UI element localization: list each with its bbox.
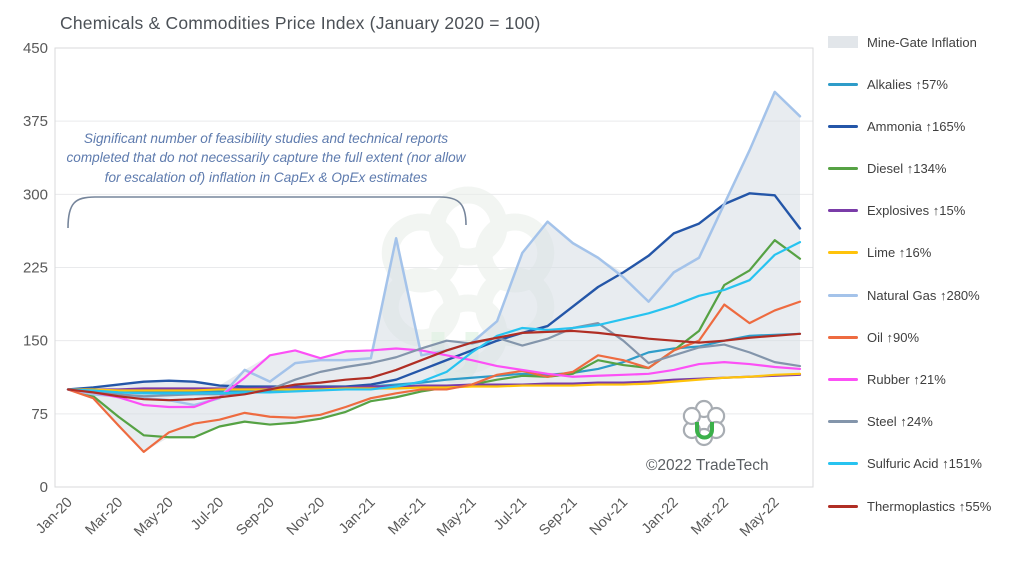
y-tick-label: 0: [40, 479, 48, 496]
watermark-text: ©2022 TradeTech: [646, 457, 769, 474]
series-line-thermoplastics: [66, 329, 802, 402]
x-tick-label: May-22: [737, 495, 783, 541]
legend-swatch: [828, 36, 858, 48]
y-tick-label: 375: [23, 113, 48, 130]
legend-label: Lime ↑16%: [867, 245, 932, 261]
x-tick-label: May-20: [131, 495, 177, 541]
legend-label: Mine-Gate Inflation: [867, 34, 977, 50]
legend-swatch: [828, 293, 858, 297]
legend-label: Explosives ↑15%: [867, 203, 966, 219]
legend-swatch: [828, 420, 858, 424]
legend-label: Diesel ↑134%: [867, 161, 947, 177]
legend-label: Oil ↑90%: [867, 329, 920, 345]
legend-label: Thermoplastics ↑55%: [867, 498, 992, 514]
x-tick-label: May-21: [434, 495, 480, 541]
plot-border: [54, 47, 814, 488]
x-tick-label: Nov-20: [284, 495, 328, 539]
legend-label: Steel ↑24%: [867, 414, 933, 430]
x-tick-label: Sep-21: [536, 495, 580, 539]
series-line-rubber: [66, 347, 802, 409]
y-tick-label: 450: [23, 40, 48, 57]
logo-circle: [682, 406, 701, 426]
legend-item-oil: Oil ↑90%: [828, 325, 1008, 349]
legend-item-diesel: Diesel ↑134%: [828, 157, 1008, 181]
legend-item-alkalies: Alkalies ↑57%: [828, 72, 1008, 96]
x-tick-label: Mar-21: [385, 495, 429, 539]
x-tick-label: Mar-20: [83, 495, 127, 539]
legend-item-sulfuric-acid: Sulfuric Acid ↑151%: [828, 452, 1008, 476]
x-tick-label: Sep-20: [233, 495, 277, 539]
legend-item-thermoplastics: Thermoplastics ↑55%: [828, 494, 1008, 518]
chart-title: Chemicals & Commodities Price Index (Jan…: [60, 13, 541, 33]
legend-swatch: [828, 209, 858, 213]
mine-gate-inflation-band: [68, 91, 800, 452]
legend-item-mine-gate-inflation: Mine-Gate Inflation: [828, 30, 1008, 54]
y-tick-label: 300: [23, 186, 48, 203]
legend-item-rubber: Rubber ↑21%: [828, 368, 1008, 392]
x-tick-label: Jan-22: [639, 495, 682, 538]
x-tick-label: Nov-21: [587, 495, 631, 539]
legend-swatch: [828, 167, 858, 171]
x-tick-label: Mar-22: [688, 495, 732, 539]
series-line-oil: [66, 300, 802, 453]
legend-swatch: [828, 378, 858, 381]
legend-swatch: [828, 124, 858, 128]
y-tick-label: 75: [31, 406, 48, 423]
legend-label: Natural Gas ↑280%: [867, 287, 980, 303]
x-tick-label: Jan-21: [336, 495, 379, 538]
legend-item-natural-gas: Natural Gas ↑280%: [828, 283, 1008, 307]
legend-swatch: [828, 504, 858, 508]
x-tick-label: Jul-21: [491, 495, 530, 534]
series-line-lime: [66, 372, 802, 392]
annotation-text: Significant number of feasibility studie…: [66, 131, 466, 185]
series-line-steel: [66, 322, 802, 398]
legend-swatch: [828, 335, 858, 339]
legend-item-explosives: Explosives ↑15%: [828, 199, 1008, 223]
series-line-explosives: [66, 373, 802, 391]
legend: Mine-Gate Inflation Alkalies ↑57% Ammonia …: [828, 30, 1008, 536]
y-tick-label: 150: [23, 333, 48, 350]
legend-label: Ammonia ↑165%: [867, 118, 966, 134]
legend-label: Alkalies ↑57%: [867, 76, 948, 92]
legend-label: Sulfuric Acid ↑151%: [867, 456, 982, 472]
annotation-bracket: [67, 196, 467, 229]
legend-item-ammonia: Ammonia ↑165%: [828, 114, 1008, 138]
y-tick-label: 225: [23, 260, 48, 277]
series-line-sulfuric-acid: [66, 241, 802, 395]
x-tick-label: Jul-20: [188, 495, 227, 534]
legend-item-steel: Steel ↑24%: [828, 410, 1008, 434]
logo-u-shape: [695, 422, 714, 440]
legend-label: Rubber ↑21%: [867, 372, 946, 387]
legend-swatch: [828, 251, 858, 255]
legend-swatch: [828, 462, 858, 466]
legend-item-lime: Lime ↑16%: [828, 241, 1008, 265]
tradetech-logo: [682, 399, 726, 447]
series-line-ammonia: [66, 192, 802, 391]
legend-swatch: [828, 82, 858, 86]
x-tick-label: Jan-20: [33, 495, 76, 538]
